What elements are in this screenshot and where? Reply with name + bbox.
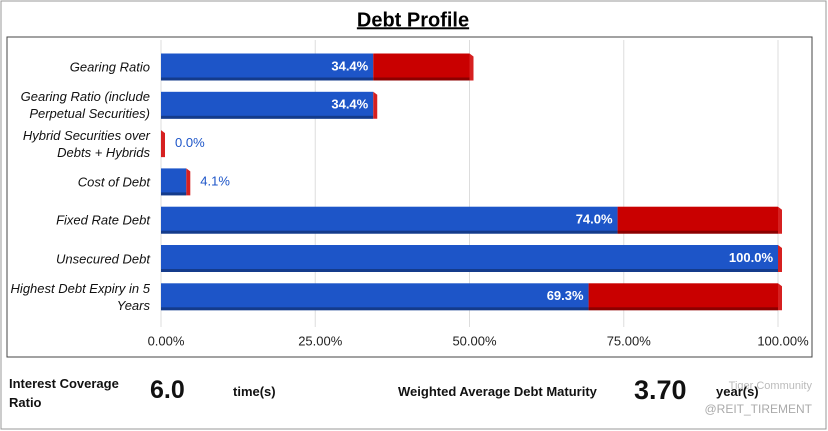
interest-coverage-value: 6.0 xyxy=(150,376,185,404)
bar-end xyxy=(778,245,782,272)
x-tick-label: 100.00% xyxy=(757,333,809,348)
y-tick-label: Hybrid Securities over Debts + Hybrids xyxy=(22,127,150,160)
bar-shade xyxy=(588,307,778,311)
value-label: 100.0% xyxy=(729,250,774,265)
bar xyxy=(161,168,187,196)
watermark-handle: @REIT_TIREMENT xyxy=(704,402,812,416)
bar-shade xyxy=(373,77,470,81)
x-tick-label: 50.00% xyxy=(452,333,497,348)
wadm-value: 3.70 xyxy=(634,375,687,405)
value-label: 34.4% xyxy=(331,58,368,73)
chart-title: Debt Profile xyxy=(357,9,469,31)
bar xyxy=(617,206,778,234)
bar-shade xyxy=(161,77,374,81)
value-label: 0.0% xyxy=(175,135,205,150)
interest-coverage-label: Interest Coverage Ratio xyxy=(9,376,119,410)
bar-end xyxy=(778,206,782,234)
x-tick-label: 75.00% xyxy=(607,333,652,348)
bar xyxy=(373,53,470,81)
bar-shade xyxy=(161,307,589,311)
plot-frame xyxy=(6,36,813,358)
bar-end xyxy=(778,283,782,311)
y-tick-label: Fixed Rate Debt xyxy=(56,212,150,228)
bar-end xyxy=(373,91,378,119)
x-tick-label: 25.00% xyxy=(298,333,343,348)
watermark-brand: Tiger Community xyxy=(729,380,813,392)
value-label: 74.0% xyxy=(576,212,613,227)
bar-end xyxy=(469,53,474,81)
bar-shade xyxy=(161,269,778,272)
y-tick-label: Highest Debt Expiry in 5 Years xyxy=(10,280,150,313)
y-tick-label: Unsecured Debt xyxy=(56,251,150,266)
bar xyxy=(161,206,618,234)
x-tick-label: 0.00% xyxy=(148,333,185,348)
value-label: 34.4% xyxy=(331,97,368,112)
bar-shade xyxy=(161,192,187,196)
y-tick-label: Gearing Ratio (include Perpetual Securit… xyxy=(20,89,150,122)
wadm-label: Weighted Average Debt Maturity xyxy=(398,384,597,399)
interest-coverage-unit: time(s) xyxy=(233,384,276,399)
value-label: 4.1% xyxy=(200,173,230,188)
bar xyxy=(161,53,374,81)
bar xyxy=(161,91,374,119)
bar-shade xyxy=(161,230,618,234)
wadm-unit: year(s) xyxy=(716,384,759,399)
bar xyxy=(161,283,589,311)
bar xyxy=(588,283,778,311)
bar-end xyxy=(186,168,191,196)
bar-shade xyxy=(617,230,778,234)
bar-shade xyxy=(161,115,374,119)
y-tick-label: Gearing Ratio xyxy=(69,59,150,75)
value-label: 69.3% xyxy=(547,288,584,303)
y-tick-label: Cost of Debt xyxy=(77,174,150,190)
bar-end xyxy=(161,130,165,158)
bar xyxy=(161,245,778,272)
